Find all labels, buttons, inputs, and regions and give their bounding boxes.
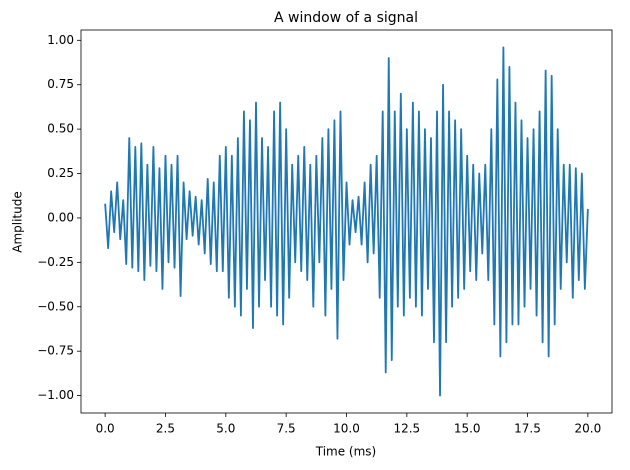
x-tick-label: 5.0: [216, 422, 235, 436]
y-tick-label: 0.50: [47, 122, 74, 136]
x-tick-label: 20.0: [575, 422, 602, 436]
x-tick-label: 12.5: [393, 422, 420, 436]
x-tick-label: 7.5: [277, 422, 296, 436]
y-tick-label: 1.00: [47, 33, 74, 47]
x-tick-label: 0.0: [96, 422, 115, 436]
chart-title: A window of a signal: [274, 10, 418, 26]
y-tick-label: 0.00: [47, 210, 74, 224]
y-tick-label: −1.00: [37, 388, 74, 402]
y-tick-label: 0.25: [47, 166, 74, 180]
y-tick-label: −0.75: [37, 344, 74, 358]
x-axis-label: Time (ms): [315, 445, 377, 459]
y-tick-label: 0.75: [47, 77, 74, 91]
x-tick-label: 17.5: [514, 422, 541, 436]
y-tick-label: −0.25: [37, 255, 74, 269]
plot-frame: [80, 29, 613, 414]
signal-line: [104, 46, 589, 397]
x-tick-label: 10.0: [333, 422, 360, 436]
y-tick-label: −0.50: [37, 299, 74, 313]
x-tick-label: 2.5: [156, 422, 175, 436]
y-axis-label: Amplitude: [11, 191, 25, 253]
x-tick-label: 15.0: [454, 422, 481, 436]
